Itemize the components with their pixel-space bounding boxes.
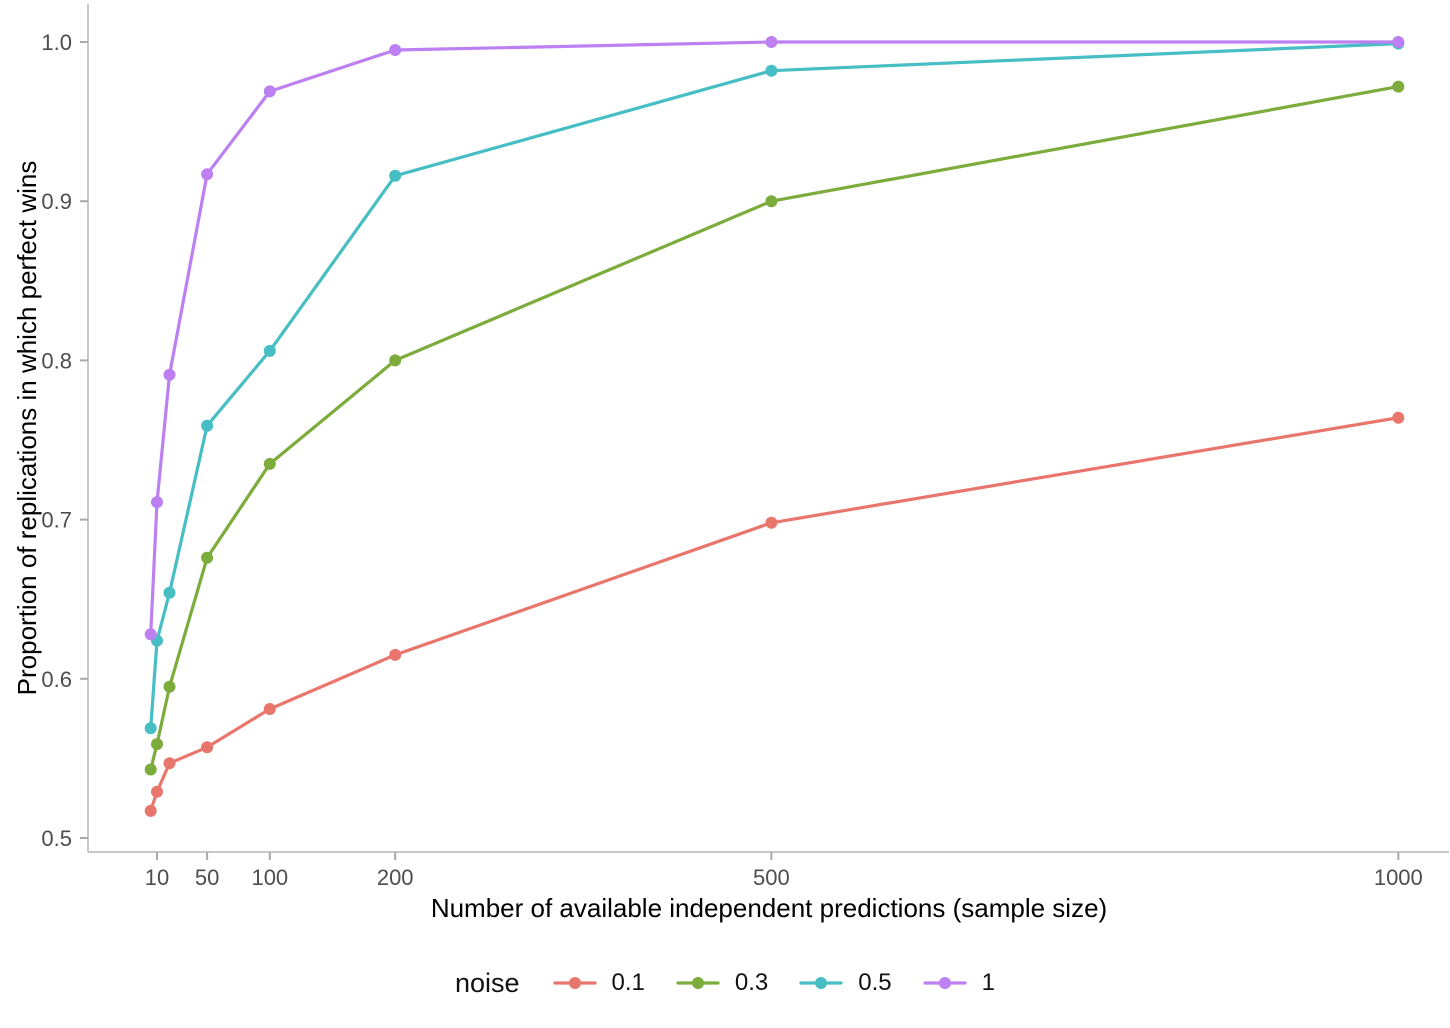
series-noise-0.5 <box>144 37 1405 735</box>
data-point <box>1392 411 1405 424</box>
data-point <box>201 168 214 181</box>
y-tick-label: 0.7 <box>41 508 72 533</box>
y-tick-label: 0.5 <box>41 826 72 851</box>
data-point <box>1392 36 1405 48</box>
x-tick-label: 100 <box>251 865 288 890</box>
data-point <box>263 85 276 98</box>
legend-item-noise-1: 1 <box>922 969 995 997</box>
legend-key-point <box>691 977 704 989</box>
data-point <box>765 64 778 77</box>
legend-key-point <box>938 977 951 989</box>
y-axis-title: Proportion of replications in which perf… <box>12 161 42 696</box>
legend-key-point <box>568 977 581 989</box>
data-point <box>389 354 402 367</box>
data-point <box>201 741 214 754</box>
data-point <box>144 628 157 641</box>
series-noise-0.1 <box>144 411 1405 817</box>
legend-label: 0.3 <box>734 969 769 996</box>
legend-items: 0.1 0.3 0.5 1 <box>552 969 995 997</box>
legend-key-icon <box>799 977 843 989</box>
legend-key-icon <box>676 977 720 989</box>
legend-key-icon <box>923 977 967 989</box>
series-noise-1 <box>144 36 1405 641</box>
legend-item-noise-0.5: 0.5 <box>798 969 892 997</box>
data-point <box>163 368 176 381</box>
legend-item-noise-0.3: 0.3 <box>675 969 768 997</box>
data-point <box>263 703 276 715</box>
data-point <box>151 496 163 509</box>
x-tick-label: 1000 <box>1374 865 1423 890</box>
data-point <box>201 551 214 564</box>
legend-label: 1 <box>981 969 996 996</box>
data-point <box>765 195 778 208</box>
x-tick-label: 50 <box>195 865 219 890</box>
data-point <box>263 344 276 357</box>
legend-label: 0.5 <box>858 969 892 996</box>
data-point <box>389 44 402 56</box>
y-tick-label: 0.6 <box>41 667 72 692</box>
line-chart: 10 50 100 200 500 1000 0.5 0.6 0.7 0.8 0.9 1.0 Numb… <box>12 4 1449 923</box>
data-point <box>163 586 176 599</box>
plot-area <box>144 36 1405 817</box>
axes: 10 50 100 200 500 1000 0.5 0.6 0.7 0.8 0.9 1.0 <box>41 4 1449 890</box>
legend: noise 0.1 0.3 0.5 1 <box>0 955 1450 1011</box>
data-point <box>201 419 214 432</box>
x-tick-label: 10 <box>145 865 169 890</box>
legend-label: 0.1 <box>611 969 645 996</box>
legend-title: noise <box>454 967 520 998</box>
data-point <box>151 785 163 798</box>
y-tick-label: 0.9 <box>41 189 72 214</box>
series-noise-0.3 <box>144 80 1405 776</box>
x-tick-label: 200 <box>377 865 414 890</box>
x-axis-title: Number of available independent predicti… <box>431 893 1107 923</box>
data-point <box>389 648 402 661</box>
y-tick-label: 0.8 <box>41 348 72 373</box>
data-point <box>144 763 157 776</box>
series-line <box>149 42 1400 730</box>
data-point <box>263 457 276 470</box>
y-tick-label: 1.0 <box>41 30 72 55</box>
legend-item-noise-0.1: 0.1 <box>552 969 645 997</box>
legend-key-icon <box>552 977 597 989</box>
data-point <box>389 169 402 182</box>
data-point <box>151 738 163 751</box>
series-line <box>149 416 1400 813</box>
legend-key-point <box>815 977 828 989</box>
data-point <box>144 804 157 817</box>
data-point <box>765 36 778 48</box>
data-point <box>1392 80 1405 93</box>
data-point <box>163 757 176 770</box>
series-line <box>149 85 1400 772</box>
data-point <box>163 680 176 693</box>
data-point <box>765 516 778 529</box>
x-tick-label: 500 <box>753 865 790 890</box>
series-line <box>149 40 1400 636</box>
data-point <box>144 722 157 735</box>
